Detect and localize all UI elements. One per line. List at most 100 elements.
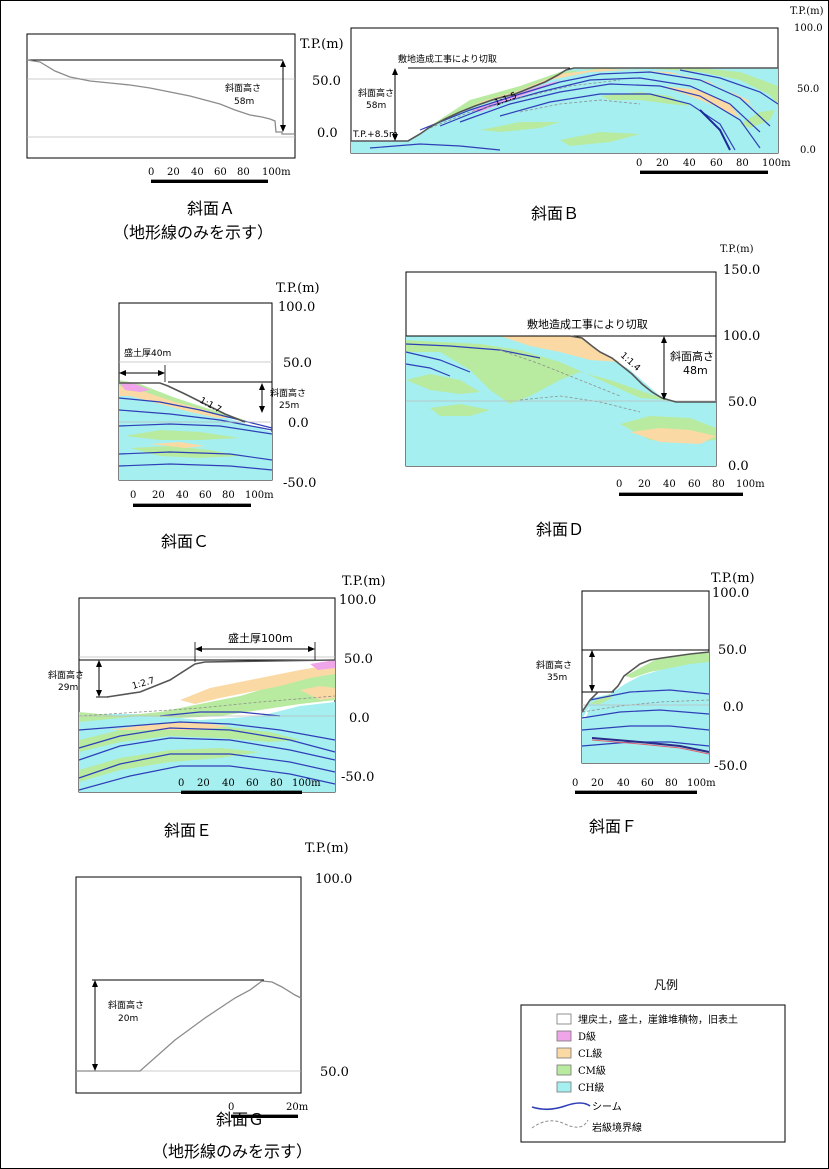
svg-text:CM級: CM級	[578, 1064, 606, 1077]
svg-text:埋戻土，盛土，崖錐堆積物，旧表土: 埋戻土，盛土，崖錐堆積物，旧表土	[578, 1013, 738, 1026]
panel-a-frame	[26, 33, 296, 159]
tick-b-100: 100.0	[794, 23, 823, 34]
terrain-line-g	[76, 980, 302, 1072]
tick-c-minus50: -50.0	[283, 476, 316, 491]
svg-text:100m: 100m	[762, 158, 791, 169]
svg-text:60: 60	[246, 778, 259, 789]
svg-text:80: 80	[237, 167, 250, 178]
tick-c-0: 0.0	[288, 416, 309, 431]
height-value-a: 58m	[234, 97, 254, 107]
legend-item-d-class: D級	[556, 1030, 596, 1043]
panel-slope-a: 斜面高さ 58m T.P.(m) 50.0 0.0 0 20 40 60 80 …	[26, 33, 344, 242]
svg-text:40: 40	[683, 158, 696, 169]
svg-text:20: 20	[591, 778, 604, 789]
svg-text:80: 80	[222, 490, 235, 501]
svg-text:100m: 100m	[736, 479, 765, 490]
height-value-g: 20m	[118, 1014, 138, 1024]
panel-g-frame	[75, 876, 302, 1094]
tick-e-minus50: -50.0	[341, 770, 374, 785]
tick-f-0: 0.0	[723, 700, 744, 715]
scalebar-c: 0 20 40 60 80 100m	[130, 490, 274, 507]
height-label-e: 斜面高さ	[48, 669, 84, 681]
caption-e: 斜面Ｅ	[164, 821, 212, 840]
axis-title-f: T.P.(m)	[711, 571, 755, 586]
svg-text:40: 40	[191, 167, 204, 178]
height-label-c: 斜面高さ	[270, 387, 306, 399]
svg-text:80: 80	[712, 479, 725, 490]
svg-text:0: 0	[636, 158, 642, 169]
svg-text:CL級: CL級	[578, 1047, 602, 1060]
tick-f-100: 100.0	[712, 586, 749, 601]
svg-text:0: 0	[616, 479, 622, 490]
svg-text:100m: 100m	[292, 778, 321, 789]
tick-e-50: 50.0	[344, 652, 373, 667]
caption-g-sub: （地形線のみを示す）	[152, 1142, 312, 1161]
legend: 凡例 埋戻土，盛土，崖錐堆積物，旧表土 D級 CL級 CM級 CH級 シーム	[520, 978, 786, 1143]
fill-thickness-c: 盛土厚40m	[124, 347, 171, 359]
svg-text:20: 20	[638, 479, 651, 490]
scalebar-f: 0 20 40 60 80 100m	[572, 778, 716, 794]
tick-d-50: 50.0	[728, 395, 757, 410]
scalebar-b: 0 20 40 60 80 100m	[636, 158, 791, 174]
tick-g-100: 100.0	[315, 872, 352, 887]
caption-b: 斜面Ｂ	[531, 204, 579, 223]
tick-a-50: 50.0	[312, 74, 341, 89]
svg-text:60: 60	[688, 479, 701, 490]
legend-item-cm-class: CM級	[556, 1064, 606, 1077]
svg-text:40: 40	[176, 490, 189, 501]
axis-title-g: T.P.(m)	[305, 841, 349, 856]
height-label-d: 斜面高さ	[670, 349, 714, 363]
svg-text:20: 20	[197, 778, 210, 789]
svg-text:100m: 100m	[262, 167, 291, 178]
svg-text:CH級: CH級	[578, 1081, 604, 1094]
tick-e-100: 100.0	[339, 593, 376, 608]
legend-item-cl-class: CL級	[556, 1047, 602, 1060]
legend-item-boundary: 岩級境界線	[531, 1119, 642, 1134]
svg-text:0: 0	[130, 490, 136, 501]
caption-c: 斜面Ｃ	[161, 532, 209, 551]
svg-text:80: 80	[270, 778, 283, 789]
panel-slope-g: 斜面高さ 20m T.P.(m) 100.0 50.0 0 20m 斜面Ｇ （地…	[75, 841, 352, 1161]
height-value-c: 25m	[279, 401, 299, 411]
svg-text:100m: 100m	[687, 778, 716, 789]
note-b: 敷地造成工事により切取	[398, 53, 497, 65]
scalebar-d: 0 20 40 60 80 100m	[616, 479, 765, 496]
svg-text:80: 80	[736, 158, 749, 169]
svg-text:40: 40	[222, 778, 235, 789]
tick-b-50: 50.0	[797, 84, 819, 95]
svg-text:20: 20	[167, 167, 180, 178]
caption-g: 斜面Ｇ	[216, 1110, 264, 1129]
svg-text:40: 40	[617, 778, 630, 789]
tick-c-50: 50.0	[283, 356, 312, 371]
height-label-a: 斜面高さ	[225, 82, 261, 94]
height-label-g: 斜面高さ	[108, 999, 144, 1011]
terrain-line-a	[26, 59, 295, 135]
tick-d-100: 100.0	[723, 329, 760, 344]
note-d: 敷地造成工事により切取	[527, 317, 648, 331]
tick-d-150: 150.0	[723, 263, 760, 278]
svg-text:20: 20	[656, 158, 669, 169]
caption-a: 斜面Ａ	[187, 199, 235, 218]
panel-slope-f: 斜面高さ 35m T.P.(m) 100.0 50.0 0.0 -50.0 0 …	[536, 571, 755, 836]
height-label-f: 斜面高さ	[536, 659, 572, 671]
tick-f-50: 50.0	[718, 643, 747, 658]
axis-title-c: T.P.(m)	[276, 281, 320, 296]
legend-item-ch-class: CH級	[556, 1081, 604, 1094]
tick-f-minus50: -50.0	[714, 759, 747, 774]
caption-a-sub: （地形線のみを示す）	[113, 223, 273, 242]
fill-thickness-e: 盛土厚100m	[228, 631, 293, 645]
height-value-b: 58m	[366, 101, 386, 111]
svg-text:60: 60	[214, 167, 227, 178]
svg-text:シーム: シーム	[592, 1101, 622, 1113]
cut-slope-line-b	[351, 67, 778, 142]
height-label-b: 斜面高さ	[358, 87, 394, 99]
svg-text:60: 60	[641, 778, 654, 789]
scalebar-e: 0 20 40 60 80 100m	[178, 778, 321, 794]
svg-text:0: 0	[228, 1102, 234, 1113]
svg-text:20: 20	[152, 490, 165, 501]
height-value-e: 29m	[58, 683, 78, 693]
height-value-f: 35m	[547, 673, 567, 683]
svg-text:D級: D級	[578, 1030, 596, 1043]
panel-slope-b: 敷地造成工事により切取 斜面高さ 58m 1:1.5 T.P.+8.5m T.P…	[350, 6, 824, 223]
